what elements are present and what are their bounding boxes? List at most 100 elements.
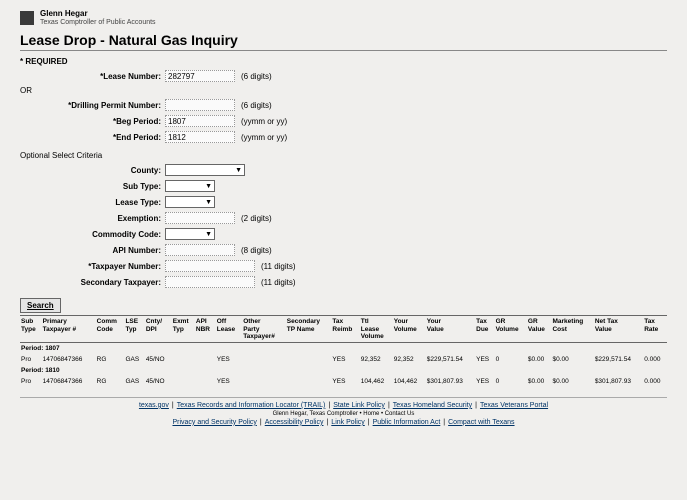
column-header: PrimaryTaxpayer # xyxy=(42,316,96,342)
column-header: Net TaxValue xyxy=(594,316,643,342)
exemption-label: Exemption: xyxy=(20,214,165,223)
drilling-permit-hint: (6 digits) xyxy=(241,101,272,110)
optional-label: Optional Select Criteria xyxy=(20,151,667,160)
table-cell: 0.000 xyxy=(643,354,667,365)
secondary-taxpayer-hint: (11 digits) xyxy=(261,278,296,287)
header-subtitle: Texas Comptroller of Public Accounts xyxy=(40,19,156,27)
search-button[interactable]: Search xyxy=(20,298,61,313)
footer-link[interactable]: Texas Veterans Portal xyxy=(480,402,548,409)
chevron-down-icon: ▼ xyxy=(205,199,212,206)
footer-link[interactable]: Accessibility Policy xyxy=(265,419,324,426)
footer-link[interactable]: Texas Homeland Security xyxy=(393,402,472,409)
api-number-input[interactable] xyxy=(165,244,235,256)
column-header: TtlLeaseVolume xyxy=(360,316,393,342)
chevron-down-icon: ▼ xyxy=(205,183,212,190)
or-label: OR xyxy=(20,86,667,95)
exemption-hint: (2 digits) xyxy=(241,214,272,223)
footer-link[interactable]: Texas Records and Information Locator (T… xyxy=(177,402,326,409)
table-cell: 14706847366 xyxy=(42,354,96,365)
table-cell xyxy=(286,376,332,387)
table-cell: 45/NO xyxy=(145,376,172,387)
table-cell: GAS xyxy=(124,354,144,365)
commodity-code-label: Commodity Code: xyxy=(20,230,165,239)
table-cell: $0.00 xyxy=(527,376,552,387)
column-header: SubType xyxy=(20,316,42,342)
secondary-taxpayer-label: Secondary Taxpayer: xyxy=(20,278,165,287)
lease-type-select[interactable]: ▼ xyxy=(165,196,215,208)
beg-period-input[interactable] xyxy=(165,115,235,127)
table-cell: YES xyxy=(331,376,359,387)
header-text: Glenn Hegar Texas Comptroller of Public … xyxy=(40,10,156,26)
table-cell: $301,807.93 xyxy=(594,376,643,387)
footer-link[interactable]: State Link Policy xyxy=(333,402,385,409)
end-period-label: *End Period: xyxy=(20,133,165,142)
footer: texas.gov|Texas Records and Information … xyxy=(20,397,667,426)
table-cell: GAS xyxy=(124,376,144,387)
column-header: TaxReimb xyxy=(331,316,359,342)
column-header: MarketingCost xyxy=(551,316,593,342)
taxpayer-number-input[interactable] xyxy=(165,260,255,272)
column-header: Cnty/DPI xyxy=(145,316,172,342)
footer-line-2: Glenn Hegar, Texas Comptroller • Home • … xyxy=(20,411,667,417)
footer-link[interactable]: Privacy and Security Policy xyxy=(172,419,256,426)
beg-period-label: *Beg Period: xyxy=(20,117,165,126)
chevron-down-icon: ▼ xyxy=(205,231,212,238)
api-number-label: API Number: xyxy=(20,246,165,255)
table-cell: 104,462 xyxy=(393,376,426,387)
table-cell: $229,571.54 xyxy=(594,354,643,365)
table-cell: 45/NO xyxy=(145,354,172,365)
footer-links-3: Privacy and Security Policy|Accessibilit… xyxy=(20,419,667,426)
sub-type-select[interactable]: ▼ xyxy=(165,180,215,192)
column-header: CommCode xyxy=(96,316,125,342)
site-header: Glenn Hegar Texas Comptroller of Public … xyxy=(20,10,667,26)
table-cell xyxy=(242,354,286,365)
table-cell: RG xyxy=(96,376,125,387)
table-cell: YES xyxy=(331,354,359,365)
table-cell: 0.000 xyxy=(643,376,667,387)
table-cell: $301,807.93 xyxy=(426,376,475,387)
footer-link[interactable]: Link Policy xyxy=(331,419,364,426)
table-cell xyxy=(195,354,216,365)
column-header: TaxRate xyxy=(643,316,667,342)
drilling-permit-label: *Drilling Permit Number: xyxy=(20,101,165,110)
table-cell: 92,352 xyxy=(393,354,426,365)
footer-link[interactable]: texas.gov xyxy=(139,402,169,409)
column-header: YourVolume xyxy=(393,316,426,342)
column-header: GRValue xyxy=(527,316,552,342)
table-cell: $229,571.54 xyxy=(426,354,475,365)
table-row: Pro14706847366RGGAS45/NOYESYES104,462104… xyxy=(20,376,667,387)
secondary-taxpayer-input[interactable] xyxy=(165,276,255,288)
page-title: Lease Drop - Natural Gas Inquiry xyxy=(20,32,667,48)
taxpayer-number-hint: (11 digits) xyxy=(261,262,296,271)
table-cell: Pro xyxy=(20,376,42,387)
table-body: Period: 1807Pro14706847366RGGAS45/NOYESY… xyxy=(20,342,667,387)
lease-number-hint: (6 digits) xyxy=(241,72,272,81)
column-header: SecondaryTP Name xyxy=(286,316,332,342)
end-period-input[interactable] xyxy=(165,131,235,143)
results-table: SubTypePrimaryTaxpayer #CommCodeLSETypCn… xyxy=(20,315,667,386)
commodity-code-select[interactable]: ▼ xyxy=(165,228,215,240)
table-cell: $0.00 xyxy=(551,376,593,387)
table-cell: 104,462 xyxy=(360,376,393,387)
table-cell: Pro xyxy=(20,354,42,365)
column-header: GRVolume xyxy=(495,316,527,342)
table-cell: 0 xyxy=(495,376,527,387)
county-select[interactable]: ▼ xyxy=(165,164,245,176)
api-number-hint: (8 digits) xyxy=(241,246,272,255)
period-row: Period: 1807 xyxy=(20,342,667,354)
footer-link[interactable]: Public Information Act xyxy=(373,419,441,426)
footer-link[interactable]: Compact with Texans xyxy=(448,419,514,426)
footer-links-1: texas.gov|Texas Records and Information … xyxy=(20,402,667,409)
column-header: OffLease xyxy=(216,316,242,342)
table-cell: YES xyxy=(475,376,494,387)
period-row: Period: 1810 xyxy=(20,365,667,376)
drilling-permit-input[interactable] xyxy=(165,99,235,111)
end-period-hint: (yymm or yy) xyxy=(241,133,287,142)
column-header: YourValue xyxy=(426,316,475,342)
lease-number-label: *Lease Number: xyxy=(20,72,165,81)
exemption-input[interactable] xyxy=(165,212,235,224)
table-cell: RG xyxy=(96,354,125,365)
table-header-row: SubTypePrimaryTaxpayer #CommCodeLSETypCn… xyxy=(20,316,667,342)
lease-number-input[interactable] xyxy=(165,70,235,82)
column-header: APINBR xyxy=(195,316,216,342)
